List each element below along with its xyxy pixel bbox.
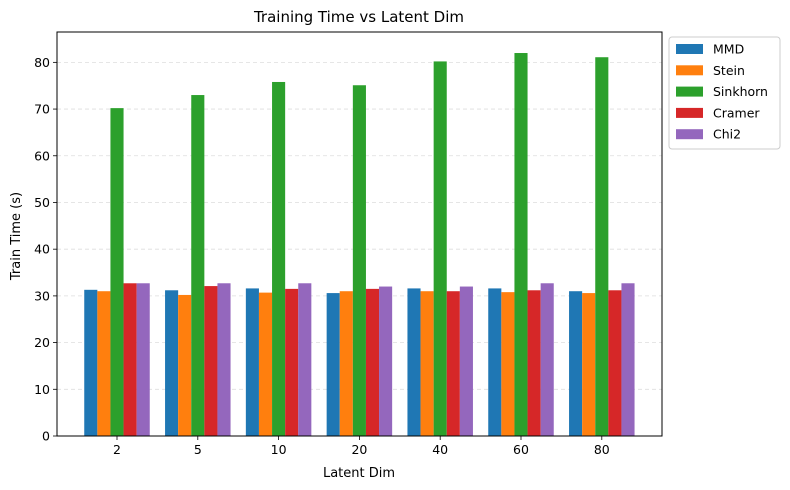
bar-cramer-60 bbox=[527, 290, 541, 436]
y-tick-label: 80 bbox=[34, 55, 50, 70]
bar-cramer-5 bbox=[204, 286, 218, 436]
bar-cramer-20 bbox=[365, 288, 380, 436]
bar-cramer-80 bbox=[608, 290, 622, 436]
y-axis-label: Train Time (s) bbox=[9, 192, 24, 281]
bar-stein-5 bbox=[178, 294, 192, 436]
x-tick-label: 40 bbox=[432, 442, 448, 457]
bar-stein-40 bbox=[420, 291, 434, 436]
bar-chi2-2 bbox=[136, 283, 150, 436]
bar-cramer-2 bbox=[123, 283, 137, 436]
x-tick-label: 5 bbox=[194, 442, 202, 457]
bar-mmd-10 bbox=[245, 288, 259, 436]
x-tick-label: 10 bbox=[271, 442, 287, 457]
x-tick-label: 80 bbox=[594, 442, 610, 457]
bar-stein-60 bbox=[501, 292, 515, 436]
legend-label-cramer: Cramer bbox=[713, 105, 760, 120]
bar-chi2-40 bbox=[459, 286, 473, 436]
bar-sinkhorn-60 bbox=[514, 53, 528, 437]
bar-stein-20 bbox=[339, 291, 353, 436]
y-tick-label: 50 bbox=[34, 195, 50, 210]
legend-swatch-chi2 bbox=[676, 129, 703, 140]
y-tick-label: 0 bbox=[42, 429, 50, 444]
bar-sinkhorn-80 bbox=[595, 57, 609, 436]
x-axis: 2 5 10 20 40 60 80 bbox=[113, 436, 610, 457]
bar-sinkhorn-2 bbox=[110, 108, 124, 436]
bar-mmd-20 bbox=[326, 293, 340, 436]
bar-stein-2 bbox=[97, 291, 111, 436]
x-axis-label: Latent Dim bbox=[323, 466, 395, 481]
bar-stein-10 bbox=[258, 292, 273, 436]
legend-box bbox=[668, 36, 781, 150]
legend-swatch-mmd bbox=[676, 44, 703, 54]
bar-mmd-80 bbox=[569, 291, 583, 436]
bar-chi2-5 bbox=[217, 283, 231, 436]
bar-mmd-60 bbox=[488, 288, 502, 436]
legend-swatch-stein bbox=[676, 65, 703, 76]
bar-sinkhorn-40 bbox=[433, 61, 447, 436]
bar-sinkhorn-5 bbox=[191, 95, 205, 436]
legend: MMD Stein Sinkhorn Cramer Chi2 bbox=[668, 36, 781, 150]
chart-title: Training Time vs Latent Dim bbox=[253, 8, 464, 26]
x-tick-label: 2 bbox=[113, 442, 121, 457]
legend-label-stein: Stein bbox=[713, 63, 745, 78]
y-tick-label: 40 bbox=[34, 242, 50, 257]
bar-cramer-10 bbox=[285, 288, 299, 436]
legend-label-chi2: Chi2 bbox=[713, 127, 741, 142]
bar-chi2-10 bbox=[298, 283, 312, 436]
legend-label-sinkhorn: Sinkhorn bbox=[713, 84, 768, 99]
y-tick-label: 20 bbox=[34, 335, 50, 350]
legend-swatch-cramer bbox=[676, 107, 703, 118]
legend-swatch-sinkhorn bbox=[676, 86, 703, 97]
x-tick-label: 20 bbox=[351, 442, 367, 457]
bar-sinkhorn-20 bbox=[352, 85, 366, 436]
y-tick-label: 60 bbox=[34, 148, 50, 163]
bar-stein-80 bbox=[582, 293, 596, 436]
y-tick-label: 30 bbox=[34, 288, 50, 303]
bar-chi2-80 bbox=[621, 283, 635, 436]
bar-sinkhorn-10 bbox=[272, 81, 286, 437]
bar-cramer-40 bbox=[446, 291, 460, 436]
y-tick-label: 10 bbox=[34, 382, 50, 397]
y-tick-label: 70 bbox=[34, 102, 50, 117]
bar-mmd-5 bbox=[165, 290, 179, 436]
bar-chi2-60 bbox=[540, 283, 554, 436]
bar-chi2-20 bbox=[379, 286, 393, 436]
x-tick-label: 60 bbox=[513, 442, 529, 457]
bar-mmd-40 bbox=[407, 288, 421, 436]
bar-mmd-2 bbox=[84, 289, 98, 436]
legend-label-mmd: MMD bbox=[713, 42, 744, 57]
y-axis: 0 10 20 30 40 50 60 70 80 bbox=[34, 55, 57, 444]
bars bbox=[84, 53, 635, 437]
